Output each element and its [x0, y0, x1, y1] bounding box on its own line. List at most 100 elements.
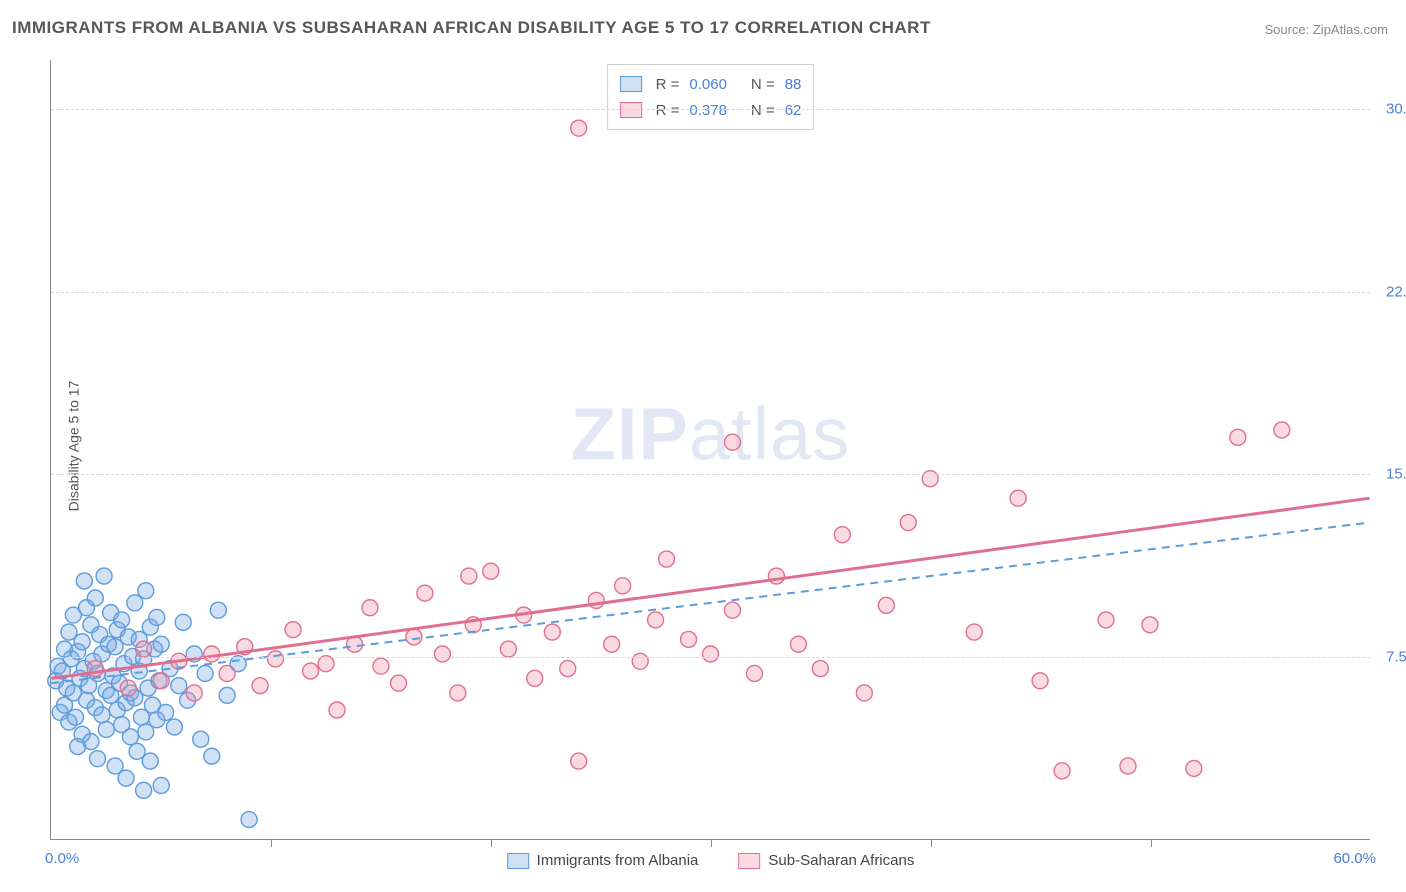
data-point — [153, 673, 169, 689]
data-point — [158, 704, 174, 720]
data-point — [153, 636, 169, 652]
data-point — [149, 609, 165, 625]
x-tick-max: 60.0% — [1333, 850, 1376, 867]
data-point — [74, 634, 90, 650]
data-point — [1054, 763, 1070, 779]
data-point — [417, 585, 433, 601]
data-point — [285, 622, 301, 638]
legend-series: Immigrants from Albania Sub-Saharan Afri… — [507, 852, 915, 869]
data-point — [900, 515, 916, 531]
data-point — [571, 753, 587, 769]
data-point — [138, 583, 154, 599]
data-point — [724, 434, 740, 450]
data-point — [373, 658, 389, 674]
data-point — [461, 568, 477, 584]
r-value-b: 0.378 — [689, 102, 727, 119]
n-label: N = — [751, 102, 775, 119]
data-point — [1120, 758, 1136, 774]
data-point — [89, 751, 105, 767]
data-point — [560, 661, 576, 677]
data-point — [434, 646, 450, 662]
plot-area: ZIPatlas R = 0.060 N = 88 R = 0.378 N = … — [50, 60, 1370, 840]
scatter-svg — [51, 60, 1370, 839]
gridline — [51, 109, 1370, 110]
data-point — [219, 687, 235, 703]
data-point — [856, 685, 872, 701]
y-tick-label: 30.0% — [1372, 100, 1406, 117]
data-point — [267, 651, 283, 667]
data-point — [724, 602, 740, 618]
data-point — [329, 702, 345, 718]
x-tick-mark — [491, 839, 492, 847]
data-point — [878, 597, 894, 613]
legend-row-series-a: R = 0.060 N = 88 — [620, 71, 802, 97]
legend-item-a: Immigrants from Albania — [507, 852, 699, 869]
data-point — [186, 685, 202, 701]
data-point — [120, 680, 136, 696]
data-point — [834, 527, 850, 543]
data-point — [1010, 490, 1026, 506]
gridline — [51, 657, 1370, 658]
data-point — [76, 573, 92, 589]
data-point — [122, 729, 138, 745]
data-point — [219, 665, 235, 681]
data-point — [746, 665, 762, 681]
data-point — [812, 661, 828, 677]
data-point — [241, 812, 257, 828]
data-point — [1142, 617, 1158, 633]
r-label: R = — [656, 102, 680, 119]
r-value-a: 0.060 — [689, 76, 727, 93]
data-point — [252, 678, 268, 694]
data-point — [87, 590, 103, 606]
data-point — [659, 551, 675, 567]
data-point — [142, 753, 158, 769]
source-label: Source: ZipAtlas.com — [1264, 22, 1388, 37]
data-point — [68, 709, 84, 725]
swatch-series-a — [507, 853, 529, 869]
data-point — [483, 563, 499, 579]
data-point — [1274, 422, 1290, 438]
n-label: N = — [751, 76, 775, 93]
data-point — [790, 636, 806, 652]
x-tick-mark — [711, 839, 712, 847]
data-point — [768, 568, 784, 584]
y-tick-label: 7.5% — [1372, 649, 1406, 666]
data-point — [136, 782, 152, 798]
data-point — [83, 734, 99, 750]
data-point — [114, 612, 130, 628]
data-point — [406, 629, 422, 645]
data-point — [527, 670, 543, 686]
chart-container: IMMIGRANTS FROM ALBANIA VS SUBSAHARAN AF… — [0, 0, 1406, 892]
data-point — [94, 707, 110, 723]
data-point — [648, 612, 664, 628]
r-label: R = — [656, 76, 680, 93]
data-point — [604, 636, 620, 652]
data-point — [171, 678, 187, 694]
data-point — [681, 631, 697, 647]
data-point — [193, 731, 209, 747]
data-point — [136, 641, 152, 657]
data-point — [1186, 760, 1202, 776]
n-value-a: 88 — [785, 76, 802, 93]
data-point — [632, 653, 648, 669]
data-point — [98, 721, 114, 737]
swatch-series-a — [620, 76, 642, 92]
legend-item-b: Sub-Saharan Africans — [738, 852, 914, 869]
data-point — [204, 748, 220, 764]
data-point — [1098, 612, 1114, 628]
swatch-series-b — [738, 853, 760, 869]
data-point — [500, 641, 516, 657]
series-b-name: Sub-Saharan Africans — [768, 852, 914, 869]
legend-correlation: R = 0.060 N = 88 R = 0.378 N = 62 — [607, 64, 815, 130]
swatch-series-b — [620, 102, 642, 118]
data-point — [544, 624, 560, 640]
data-point — [1032, 673, 1048, 689]
data-point — [303, 663, 319, 679]
x-tick-mark — [271, 839, 272, 847]
data-point — [966, 624, 982, 640]
data-point — [1230, 429, 1246, 445]
series-a-name: Immigrants from Albania — [537, 852, 699, 869]
data-point — [391, 675, 407, 691]
data-point — [175, 614, 191, 630]
y-tick-label: 22.5% — [1372, 283, 1406, 300]
